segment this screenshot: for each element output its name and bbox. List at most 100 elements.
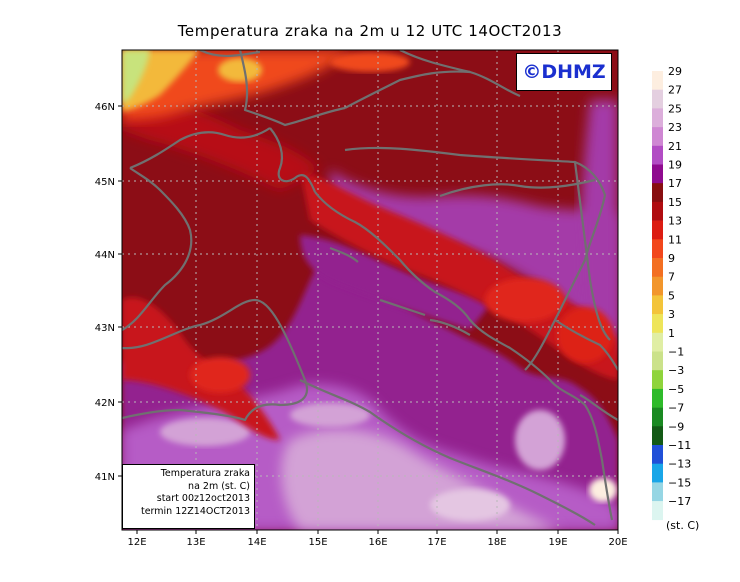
- colorbar-unit: (st. C): [666, 519, 699, 532]
- lon-tick-12e: 12E: [127, 537, 146, 548]
- colorbar-label: −7: [668, 402, 684, 415]
- lon-tick-19e: 19E: [548, 537, 567, 548]
- colorbar-label: −11: [668, 439, 691, 452]
- border-croatia-north: [344, 70, 521, 109]
- field-orange-alps-2: [330, 52, 410, 72]
- field-light-4: [430, 489, 510, 521]
- colorbar-label: 29: [668, 65, 682, 78]
- colorbar-swatch: [652, 239, 663, 259]
- colorbar-label: 3: [668, 308, 675, 321]
- temperature-field: [122, 50, 618, 530]
- colorbar-label: 1: [668, 327, 675, 340]
- colorbar-label: −3: [668, 364, 684, 377]
- gridlines: [122, 50, 618, 530]
- colorbar-swatch: [652, 314, 663, 334]
- field-east: [578, 100, 618, 350]
- lat-tick-42n: 42N: [95, 398, 115, 409]
- border-albania: [579, 394, 618, 421]
- colorbar-label: 21: [668, 140, 682, 153]
- field-red-north: [122, 99, 320, 190]
- field-light-2: [290, 403, 370, 427]
- lat-tick-43n: 43N: [95, 323, 115, 334]
- field-sea-upper: [300, 235, 490, 330]
- lon-tick-18e: 18E: [487, 537, 506, 548]
- italy-coast-south: [122, 298, 308, 422]
- colorbar-swatch: [652, 145, 663, 165]
- colorbar-swatch: [652, 445, 663, 464]
- colorbar-label: −5: [668, 383, 684, 396]
- lon-tick-labels: 12E 13E 14E 15E 16E 17E 18E 19E 20E: [127, 537, 627, 548]
- colorbar-swatch: [652, 201, 663, 221]
- colorbar-label: 7: [668, 271, 675, 284]
- colorbar-swatch: [652, 183, 663, 203]
- info-line-4: termin 12Z14OCT2013: [140, 505, 250, 517]
- lon-tick-13e: 13E: [186, 537, 205, 548]
- field-green-alps: [122, 50, 150, 105]
- colorbar-label: 11: [668, 233, 682, 246]
- colorbar-swatch: [652, 463, 663, 483]
- colorbar-label: −9: [668, 420, 684, 433]
- italy-coast: [122, 167, 193, 331]
- plot-frame: [121, 49, 619, 531]
- field-red-spot-2: [557, 307, 613, 363]
- croatia-coast: [314, 191, 551, 381]
- border-austria: [199, 50, 261, 57]
- lat-tick-labels: 46N 45N 44N 43N 42N 41N: [95, 102, 115, 483]
- colorbar-swatch: [652, 127, 663, 147]
- info-line-3: start 00z12oct2013: [156, 493, 250, 504]
- colorbar-swatch: [652, 220, 663, 240]
- colorbar-label: 17: [668, 177, 682, 190]
- border-hungary: [399, 50, 471, 74]
- field-light-5: [589, 478, 617, 502]
- lon-tick-15e: 15E: [308, 537, 327, 548]
- lon-tick-17e: 17E: [427, 537, 446, 548]
- field-light-1: [160, 418, 250, 446]
- border-serbia: [573, 161, 611, 341]
- tick-marks: [118, 105, 619, 534]
- info-line-1: Temperatura zraka: [160, 468, 250, 479]
- lat-tick-46n: 46N: [95, 102, 115, 113]
- colorbar: 29 27 25 23 21 19 17 15 13 11 9 7 5 3 1 −1 −3 −5 −7 −9 −11 −1…: [652, 65, 691, 521]
- islands-1: [329, 246, 359, 263]
- colorbar-swatch: [652, 295, 663, 315]
- dhmz-logo: ©DHMZ: [516, 53, 612, 91]
- montenegro-albania-coast: [549, 379, 614, 521]
- colorbar-swatch: [652, 164, 663, 184]
- lat-tick-44n: 44N: [95, 250, 115, 261]
- venice-coast: [129, 127, 271, 170]
- colorbar-label: 27: [668, 84, 682, 97]
- border-sava: [439, 178, 596, 198]
- colorbar-swatch: [652, 258, 663, 277]
- field-light-3: [515, 410, 565, 470]
- colorbar-swatch: [652, 501, 663, 521]
- colorbar-swatch: [652, 89, 663, 109]
- info-box: Temperatura zraka na 2m (st. C) start 00…: [122, 464, 255, 529]
- colorbar-label: 5: [668, 289, 675, 302]
- colorbar-swatch: [652, 426, 663, 446]
- lat-tick-41n: 41N: [95, 472, 115, 483]
- lat-tick-45n: 45N: [95, 177, 115, 188]
- colorbar-swatch: [652, 407, 663, 427]
- colorbar-label: 19: [668, 159, 682, 172]
- coastlines: [122, 50, 618, 526]
- lon-tick-14e: 14E: [247, 537, 266, 548]
- colorbar-label: 9: [668, 252, 675, 265]
- colorbar-label: 13: [668, 215, 682, 228]
- field-yellow-spot: [218, 58, 262, 82]
- colorbar-label: −15: [668, 476, 691, 489]
- border-kosovo: [554, 319, 618, 371]
- colorbar-swatch: [652, 332, 663, 352]
- lon-tick-16e: 16E: [368, 537, 387, 548]
- colorbar-label: −17: [668, 495, 691, 508]
- colorbar-swatch: [652, 482, 663, 502]
- field-red-dinaric: [300, 170, 618, 380]
- colorbar-label: 23: [668, 121, 682, 134]
- border-slovenia: [238, 50, 346, 127]
- info-line-2: na 2m (st. C): [188, 480, 250, 492]
- colorbar-swatch: [652, 108, 663, 128]
- colorbar-label: −13: [668, 458, 691, 471]
- colorbar-label: 15: [668, 196, 682, 209]
- field-red-spot-3: [190, 357, 250, 393]
- lon-tick-20e: 20E: [608, 537, 627, 548]
